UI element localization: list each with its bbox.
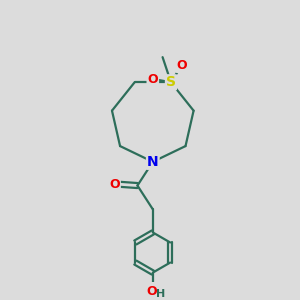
Text: H: H bbox=[156, 290, 165, 299]
Text: O: O bbox=[148, 73, 158, 86]
Text: N: N bbox=[147, 155, 159, 169]
Text: O: O bbox=[146, 285, 157, 298]
Text: S: S bbox=[166, 75, 176, 89]
Text: O: O bbox=[177, 59, 188, 72]
Text: O: O bbox=[109, 178, 120, 191]
